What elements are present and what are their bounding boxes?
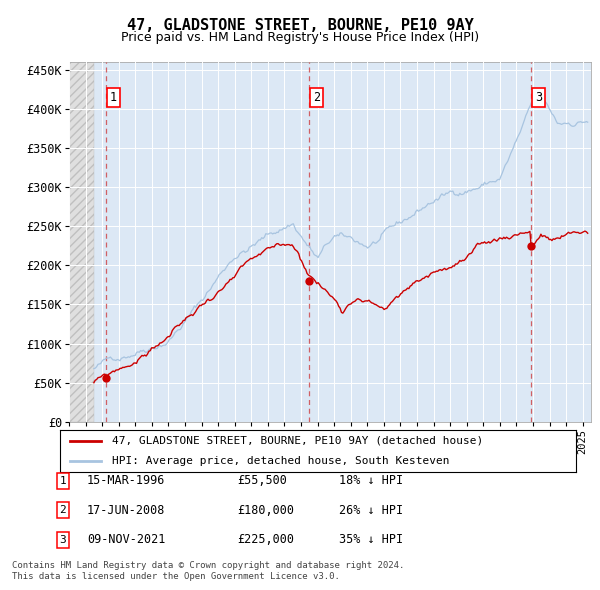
Text: £180,000: £180,000 [237,504,294,517]
Text: This data is licensed under the Open Government Licence v3.0.: This data is licensed under the Open Gov… [12,572,340,581]
Text: Price paid vs. HM Land Registry's House Price Index (HPI): Price paid vs. HM Land Registry's House … [121,31,479,44]
Text: 1: 1 [110,91,117,104]
Text: £55,500: £55,500 [237,474,287,487]
Text: 2: 2 [59,506,67,515]
Text: 17-JUN-2008: 17-JUN-2008 [87,504,166,517]
Text: Contains HM Land Registry data © Crown copyright and database right 2024.: Contains HM Land Registry data © Crown c… [12,561,404,570]
Text: 3: 3 [535,91,542,104]
Text: 47, GLADSTONE STREET, BOURNE, PE10 9AY (detached house): 47, GLADSTONE STREET, BOURNE, PE10 9AY (… [112,436,483,446]
Text: £225,000: £225,000 [237,533,294,546]
Text: 09-NOV-2021: 09-NOV-2021 [87,533,166,546]
Text: 1: 1 [59,476,67,486]
Text: 18% ↓ HPI: 18% ↓ HPI [339,474,403,487]
Text: HPI: Average price, detached house, South Kesteven: HPI: Average price, detached house, Sout… [112,455,449,466]
Text: 15-MAR-1996: 15-MAR-1996 [87,474,166,487]
Text: 3: 3 [59,535,67,545]
Text: 35% ↓ HPI: 35% ↓ HPI [339,533,403,546]
Text: 47, GLADSTONE STREET, BOURNE, PE10 9AY: 47, GLADSTONE STREET, BOURNE, PE10 9AY [127,18,473,32]
Text: 2: 2 [313,91,320,104]
Text: 26% ↓ HPI: 26% ↓ HPI [339,504,403,517]
